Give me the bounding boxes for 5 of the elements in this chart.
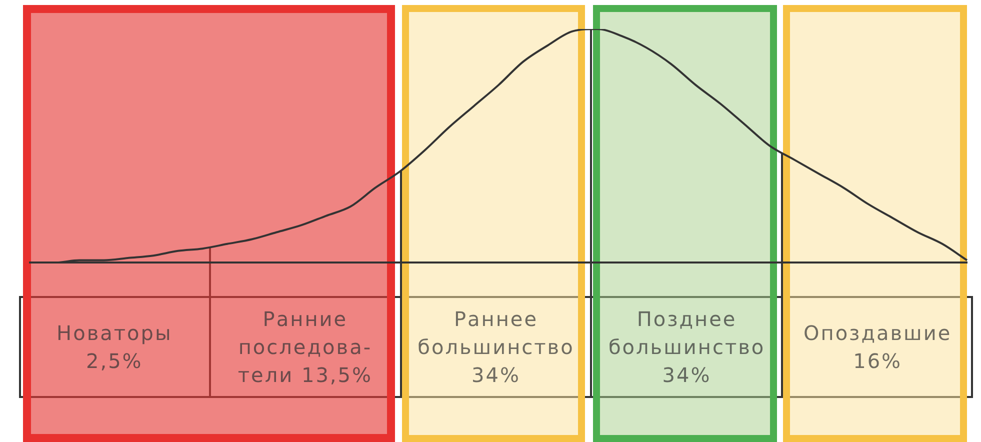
- text: Ранние последова- тели 13,5%: [238, 306, 373, 389]
- text: Опоздавшие 16%: [804, 320, 952, 375]
- text: Новаторы 2,5%: [56, 320, 172, 375]
- text: Позднее большинство 34%: [608, 306, 766, 389]
- text: Раннее большинство 34%: [418, 306, 574, 389]
